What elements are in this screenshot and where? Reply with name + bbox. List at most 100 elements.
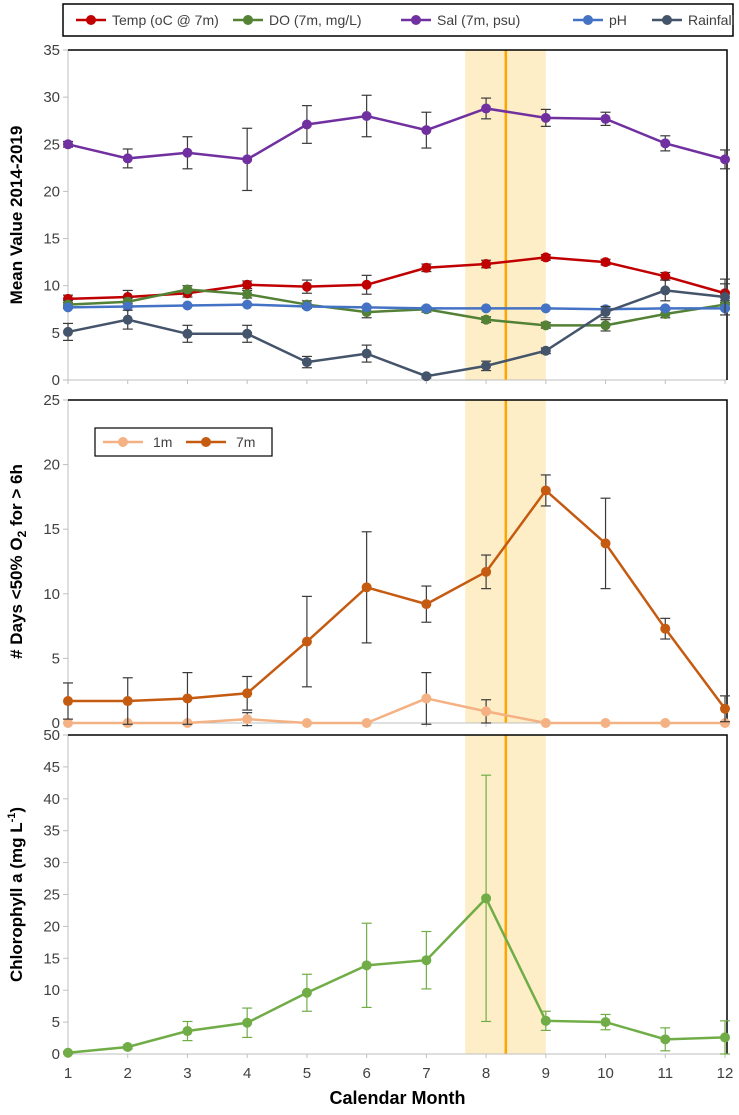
data-point xyxy=(182,284,193,295)
x-tick-label: 9 xyxy=(542,1065,550,1082)
data-point xyxy=(122,1041,133,1052)
data-point xyxy=(660,285,671,296)
data-point xyxy=(421,262,432,273)
data-point xyxy=(361,302,372,313)
legend-item: 1m xyxy=(103,434,172,450)
data-point xyxy=(63,718,73,728)
data-point xyxy=(660,271,671,282)
data-point xyxy=(600,307,611,318)
data-point xyxy=(481,303,492,314)
x-tick-label: 11 xyxy=(657,1065,673,1082)
data-point xyxy=(301,119,312,130)
data-point xyxy=(540,718,551,728)
legend-box xyxy=(62,3,734,37)
y-tick-label: 40 xyxy=(43,791,60,808)
data-point xyxy=(182,147,193,158)
data-point xyxy=(600,320,611,331)
data-point xyxy=(540,345,551,356)
data-point xyxy=(122,696,133,707)
y-tick-label: 25 xyxy=(43,887,60,904)
data-point xyxy=(540,1015,551,1026)
data-point xyxy=(421,693,432,704)
legend-item: Rainfall xyxy=(652,12,735,28)
legend-label: DO (7m, mg/L) xyxy=(269,12,362,28)
data-point xyxy=(660,303,671,314)
x-axis-label: Calendar Month xyxy=(329,1088,465,1108)
data-point xyxy=(660,138,671,149)
data-point xyxy=(720,1032,730,1043)
data-point xyxy=(481,706,492,717)
series-temp xyxy=(63,252,730,305)
data-point xyxy=(242,714,253,725)
series-line xyxy=(68,488,727,710)
data-point xyxy=(242,279,253,290)
legend-label: pH xyxy=(609,12,627,28)
data-point xyxy=(122,314,133,325)
data-point xyxy=(182,328,193,339)
data-point xyxy=(481,360,492,371)
data-point xyxy=(720,292,730,303)
y-tick-label: 15 xyxy=(43,950,60,967)
data-point xyxy=(540,485,551,496)
data-point xyxy=(301,987,312,998)
y-axis-label: Mean Value 2014-2019 xyxy=(7,126,26,305)
legend-label: Temp (oC @ 7m) xyxy=(112,12,219,28)
series-rainfall xyxy=(63,278,730,382)
y-tick-label: 35 xyxy=(43,823,60,840)
data-point xyxy=(301,357,312,368)
data-point xyxy=(361,279,372,290)
data-point xyxy=(720,154,730,165)
data-point xyxy=(242,328,253,339)
legend-label: 1m xyxy=(153,434,172,450)
data-point xyxy=(660,718,671,728)
data-point xyxy=(600,257,611,268)
data-point xyxy=(301,301,312,312)
series-line xyxy=(67,289,726,378)
y-tick-label: 10 xyxy=(43,586,60,603)
data-point xyxy=(242,1017,253,1028)
y-tick-label: 15 xyxy=(43,521,60,538)
data-point xyxy=(63,1047,73,1058)
data-point xyxy=(600,718,611,728)
y-tick-label: 50 xyxy=(43,727,60,744)
x-tick-label: 7 xyxy=(422,1065,430,1082)
y-tick-label: 0 xyxy=(52,1046,60,1063)
data-point xyxy=(600,538,611,549)
x-tick-label: 3 xyxy=(183,1065,191,1082)
y-tick-label: 10 xyxy=(43,278,60,295)
legend-swatch-marker xyxy=(411,15,421,25)
data-point xyxy=(481,893,492,904)
data-point xyxy=(301,718,312,728)
y-tick-label: 35 xyxy=(43,42,60,59)
series-7m xyxy=(63,474,730,725)
data-point xyxy=(540,320,551,331)
data-point xyxy=(421,303,432,314)
series-line xyxy=(67,288,726,327)
x-tick-label: 8 xyxy=(482,1065,490,1082)
y-tick-label: 25 xyxy=(43,136,60,153)
data-point xyxy=(481,259,492,270)
panel-border xyxy=(68,399,728,723)
legend-swatch-marker xyxy=(243,15,253,25)
data-point xyxy=(242,299,253,310)
data-point xyxy=(421,125,432,136)
series-line xyxy=(67,107,726,161)
y-tick-label: 30 xyxy=(43,89,60,106)
panel-border xyxy=(68,49,728,380)
y-tick-label: 0 xyxy=(52,715,60,732)
data-point xyxy=(421,599,432,610)
data-point xyxy=(182,1026,193,1037)
x-tick-label: 12 xyxy=(717,1065,734,1082)
legend-item: Temp (oC @ 7m) xyxy=(76,12,219,28)
data-point xyxy=(660,1034,671,1045)
data-point xyxy=(301,281,312,292)
legend-swatch-marker xyxy=(86,15,96,25)
y-tick-label: 10 xyxy=(43,982,60,999)
x-tick-label: 2 xyxy=(124,1065,132,1082)
data-point xyxy=(361,348,372,359)
y-tick-label: 20 xyxy=(43,457,60,474)
panel-border xyxy=(68,734,728,1054)
data-point xyxy=(421,955,432,966)
data-point xyxy=(720,718,730,728)
